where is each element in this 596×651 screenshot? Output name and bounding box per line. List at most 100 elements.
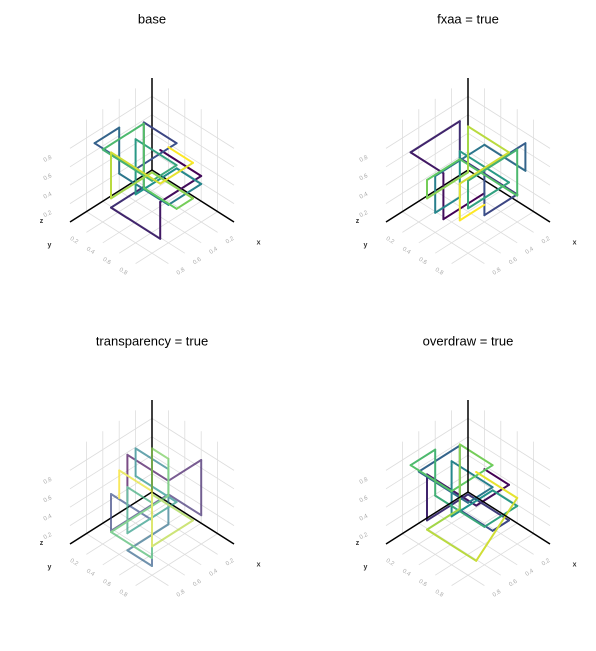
x-tick-label: 0.6 [192,256,203,266]
grid-line [151,151,235,204]
y-tick-label: 0.4 [401,246,412,256]
grid-line [418,512,502,566]
grid-line [86,211,169,264]
line-segment [167,183,203,206]
panel: transparency = true 0.2 0.4 0.6 0.8 0.2 0.4 0.6… [40,333,261,599]
line-segment [417,444,461,473]
line-segment [434,494,486,528]
grid-line [135,211,218,264]
line-segment [126,453,170,482]
line-segment [450,489,494,518]
line-segment [110,185,145,209]
x-tick-label: 0.6 [192,578,203,588]
grid-line [434,200,518,254]
y-tick-label: 0.6 [101,579,112,589]
x-tick-label: 0.6 [508,578,519,588]
y-tick-label: 0.4 [85,246,96,256]
grid-line [69,418,153,471]
line-segment [458,157,519,196]
grid-line [402,502,485,555]
z-axis-label: z [40,540,44,547]
line-segment [93,126,121,145]
grid-line [385,418,469,471]
x-tick-label: 0.4 [525,568,536,578]
grid-line [434,190,518,244]
z-tick-label: 0.8 [43,155,54,164]
grid-line [467,473,551,526]
grid-line [467,132,551,186]
line-segment [110,171,153,200]
line-segment [491,519,510,532]
grid-line [69,436,153,490]
x-tick-label: 0.4 [209,246,220,256]
z-tick-label: 0.8 [359,477,370,486]
y-tick-label: 0.2 [69,236,80,246]
line-segment [426,528,478,562]
x-tick-label: 0.8 [176,589,187,599]
line-segment [409,151,445,175]
line-segment [458,158,519,197]
grid-line [151,96,235,149]
x-axis-label: x [257,240,261,247]
y-axis-label: y [364,564,368,571]
axis-line [467,169,551,223]
grid-line [467,114,551,168]
line-segment [134,475,178,503]
grid-line [69,96,153,149]
line-segment [426,171,469,200]
axis-line [467,491,551,545]
grid-line [434,512,518,566]
grid-line [467,418,551,471]
line-segment [409,448,437,467]
grid-line [451,533,534,586]
line-segment [450,464,494,493]
grid-line [467,151,551,204]
line-segment [458,151,510,185]
x-tick-label: 0.8 [176,267,187,277]
grid-line [135,533,218,586]
z-tick-label: 0.8 [43,477,54,486]
line-segment [450,460,494,489]
line-segment [151,171,194,200]
grid-line [418,522,502,576]
line-segment [167,146,194,164]
y-tick-label: 0.4 [401,568,412,578]
z-tick-label: 0.2 [359,532,370,541]
z-axis-label: z [40,218,44,225]
y-axis-label: y [364,242,368,249]
x-tick-label: 0.2 [225,236,236,246]
grid-line [385,114,469,168]
grid-line [118,512,202,566]
grid-line [151,436,235,490]
grid-line [385,132,469,186]
y-axis-label: y [48,242,52,249]
line-segment [151,447,170,460]
x-tick-label: 0.4 [525,246,536,256]
lines [409,120,527,222]
grid-line [102,190,186,244]
grid-line [69,454,153,508]
panel: fxaa = true 0.2 0.4 0.6 0.8 0.2 0.4 0.6 0.8 0.2 0.… [356,11,577,277]
line-segment [175,197,194,210]
z-tick-label: 0.4 [359,513,370,522]
line-segment [467,148,519,182]
grid-line [102,200,186,254]
line-segment [110,493,153,521]
axis-line [151,491,235,545]
grid-line [434,522,518,576]
x-axis-label: x [573,562,577,569]
grid-line [151,114,235,168]
lines [409,443,519,562]
grid-line [118,522,202,576]
x-tick-label: 0.2 [541,558,552,568]
grid-line [151,473,235,526]
line-segment [110,494,170,533]
grid-line [69,114,153,168]
grid-line [402,211,485,264]
panel-title: transparency = true [96,333,208,348]
grid-line [451,180,534,233]
line-segment [442,192,486,221]
z-tick-label: 0.6 [359,495,370,504]
lines [110,447,203,567]
